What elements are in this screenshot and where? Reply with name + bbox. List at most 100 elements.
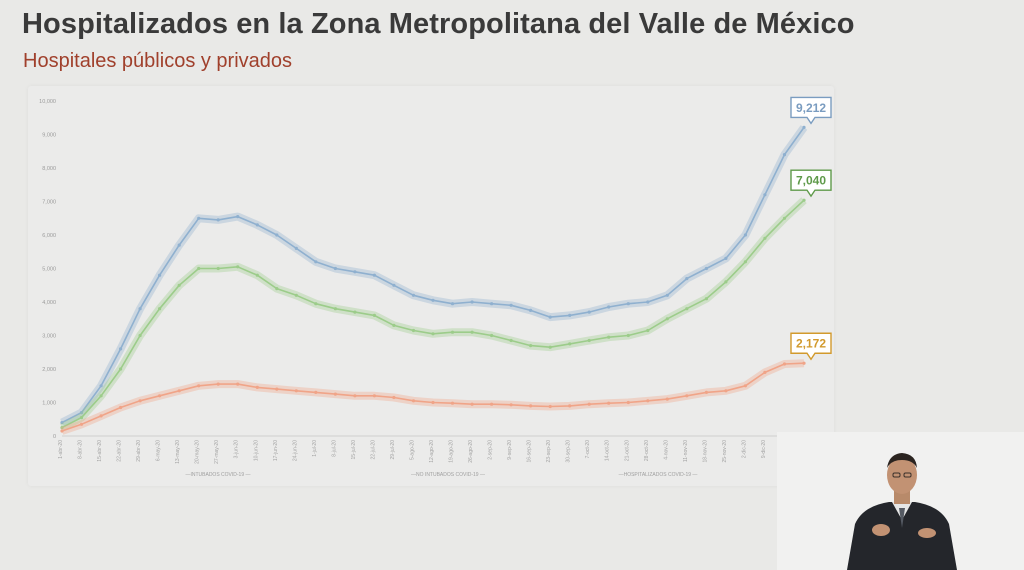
data-point xyxy=(763,236,767,240)
data-point xyxy=(255,273,259,277)
x-tick-label: 8-abr-20 xyxy=(78,440,84,459)
data-point xyxy=(392,395,396,400)
data-point xyxy=(743,384,748,388)
data-point xyxy=(99,394,103,398)
data-point xyxy=(119,347,123,351)
y-tick-label: 0 xyxy=(53,434,56,440)
data-point xyxy=(392,283,396,287)
data-point xyxy=(236,382,240,386)
chart-title: Hospitalizados en la Zona Metropolitana … xyxy=(22,8,855,40)
x-tick-label: 15-jul-20 xyxy=(351,440,357,460)
data-point xyxy=(450,330,455,334)
data-point xyxy=(411,328,416,333)
chart-subtitle: Hospitales públicos y privados xyxy=(23,50,293,72)
data-point xyxy=(665,293,669,297)
x-tick-label: 1-abr-20 xyxy=(58,440,64,459)
legend-label: —HOSPITALIZADOS COVID-19 — xyxy=(619,472,698,478)
data-point xyxy=(587,310,591,314)
data-point xyxy=(470,402,474,406)
x-tick-label: 20-may-20 xyxy=(195,440,201,464)
data-point xyxy=(158,273,162,277)
data-point xyxy=(60,426,64,430)
x-tick-label: 19-ago-20 xyxy=(449,440,455,463)
data-point xyxy=(177,389,181,393)
data-point xyxy=(138,399,142,403)
x-tick-label: 14-oct-20 xyxy=(605,440,611,461)
x-tick-label: 15-abr-20 xyxy=(97,440,103,462)
x-tick-label: 26-ago-20 xyxy=(468,440,474,463)
x-tick-label: 9-dic-20 xyxy=(761,440,767,458)
data-point xyxy=(802,125,806,129)
data-point xyxy=(79,411,84,415)
data-point xyxy=(529,308,533,312)
data-point xyxy=(607,335,611,339)
y-tick-label: 6,000 xyxy=(42,233,56,239)
data-point xyxy=(587,338,591,343)
data-point xyxy=(236,265,240,269)
data-point xyxy=(314,260,318,264)
x-tick-label: 12-ago-20 xyxy=(429,440,435,463)
data-point xyxy=(275,287,279,291)
data-point xyxy=(529,404,533,408)
x-tick-label: 3-jun-20 xyxy=(234,440,240,459)
data-point xyxy=(177,243,181,247)
data-point xyxy=(60,421,64,425)
x-tick-label: 29-abr-20 xyxy=(136,440,142,462)
data-point xyxy=(158,394,162,398)
data-point xyxy=(314,390,318,394)
data-point xyxy=(763,370,767,374)
data-point xyxy=(314,302,318,306)
data-point xyxy=(294,389,298,393)
legend-label: —NO INTUBADOS COVID-19 — xyxy=(411,472,485,478)
data-point xyxy=(119,405,123,410)
data-point xyxy=(353,394,357,398)
value-callout-label: 2,172 xyxy=(796,337,826,351)
x-tick-label: 2-sep-20 xyxy=(488,440,494,460)
data-point xyxy=(665,397,669,401)
data-point xyxy=(138,307,142,311)
x-tick-label: 17-jun-20 xyxy=(273,440,279,461)
data-point xyxy=(743,233,748,237)
data-point xyxy=(743,260,748,264)
data-point xyxy=(158,307,162,311)
x-tick-label: 8-jul-20 xyxy=(331,440,337,457)
value-callout-label: 7,040 xyxy=(796,174,826,188)
data-point xyxy=(99,414,103,418)
data-point xyxy=(255,385,259,389)
x-tick-label: 5-ago-20 xyxy=(409,440,415,460)
x-tick-label: 1-jul-20 xyxy=(312,440,318,457)
data-point xyxy=(529,344,533,348)
data-point xyxy=(138,333,142,338)
x-tick-label: 6-may-20 xyxy=(156,440,162,461)
data-point xyxy=(372,273,376,277)
data-point xyxy=(665,317,669,321)
data-point xyxy=(197,384,201,388)
data-point xyxy=(372,394,376,398)
data-point xyxy=(646,399,650,403)
data-point xyxy=(333,266,337,271)
x-tick-label: 4-nov-20 xyxy=(663,440,669,460)
y-tick-label: 7,000 xyxy=(42,200,56,206)
data-point xyxy=(294,293,298,297)
data-point xyxy=(626,400,630,405)
y-tick-label: 5,000 xyxy=(42,267,56,273)
series-line xyxy=(61,126,805,424)
data-point xyxy=(568,313,572,317)
y-tick-label: 1,000 xyxy=(42,401,56,407)
value-callout-label: 9,212 xyxy=(796,101,826,115)
data-point xyxy=(490,333,494,338)
data-point xyxy=(431,298,435,302)
x-tick-label: 16-sep-20 xyxy=(527,440,533,463)
data-point xyxy=(216,382,220,386)
data-point xyxy=(548,404,552,409)
data-point xyxy=(411,293,416,297)
data-point xyxy=(333,307,337,311)
data-point xyxy=(79,422,84,426)
data-point xyxy=(197,216,201,220)
data-point xyxy=(685,394,689,398)
y-tick-label: 4,000 xyxy=(42,300,56,306)
data-point xyxy=(353,270,357,274)
data-point xyxy=(626,302,630,306)
x-tick-label: 7-oct-20 xyxy=(585,440,591,459)
x-tick-label: 28-oct-20 xyxy=(644,440,650,461)
